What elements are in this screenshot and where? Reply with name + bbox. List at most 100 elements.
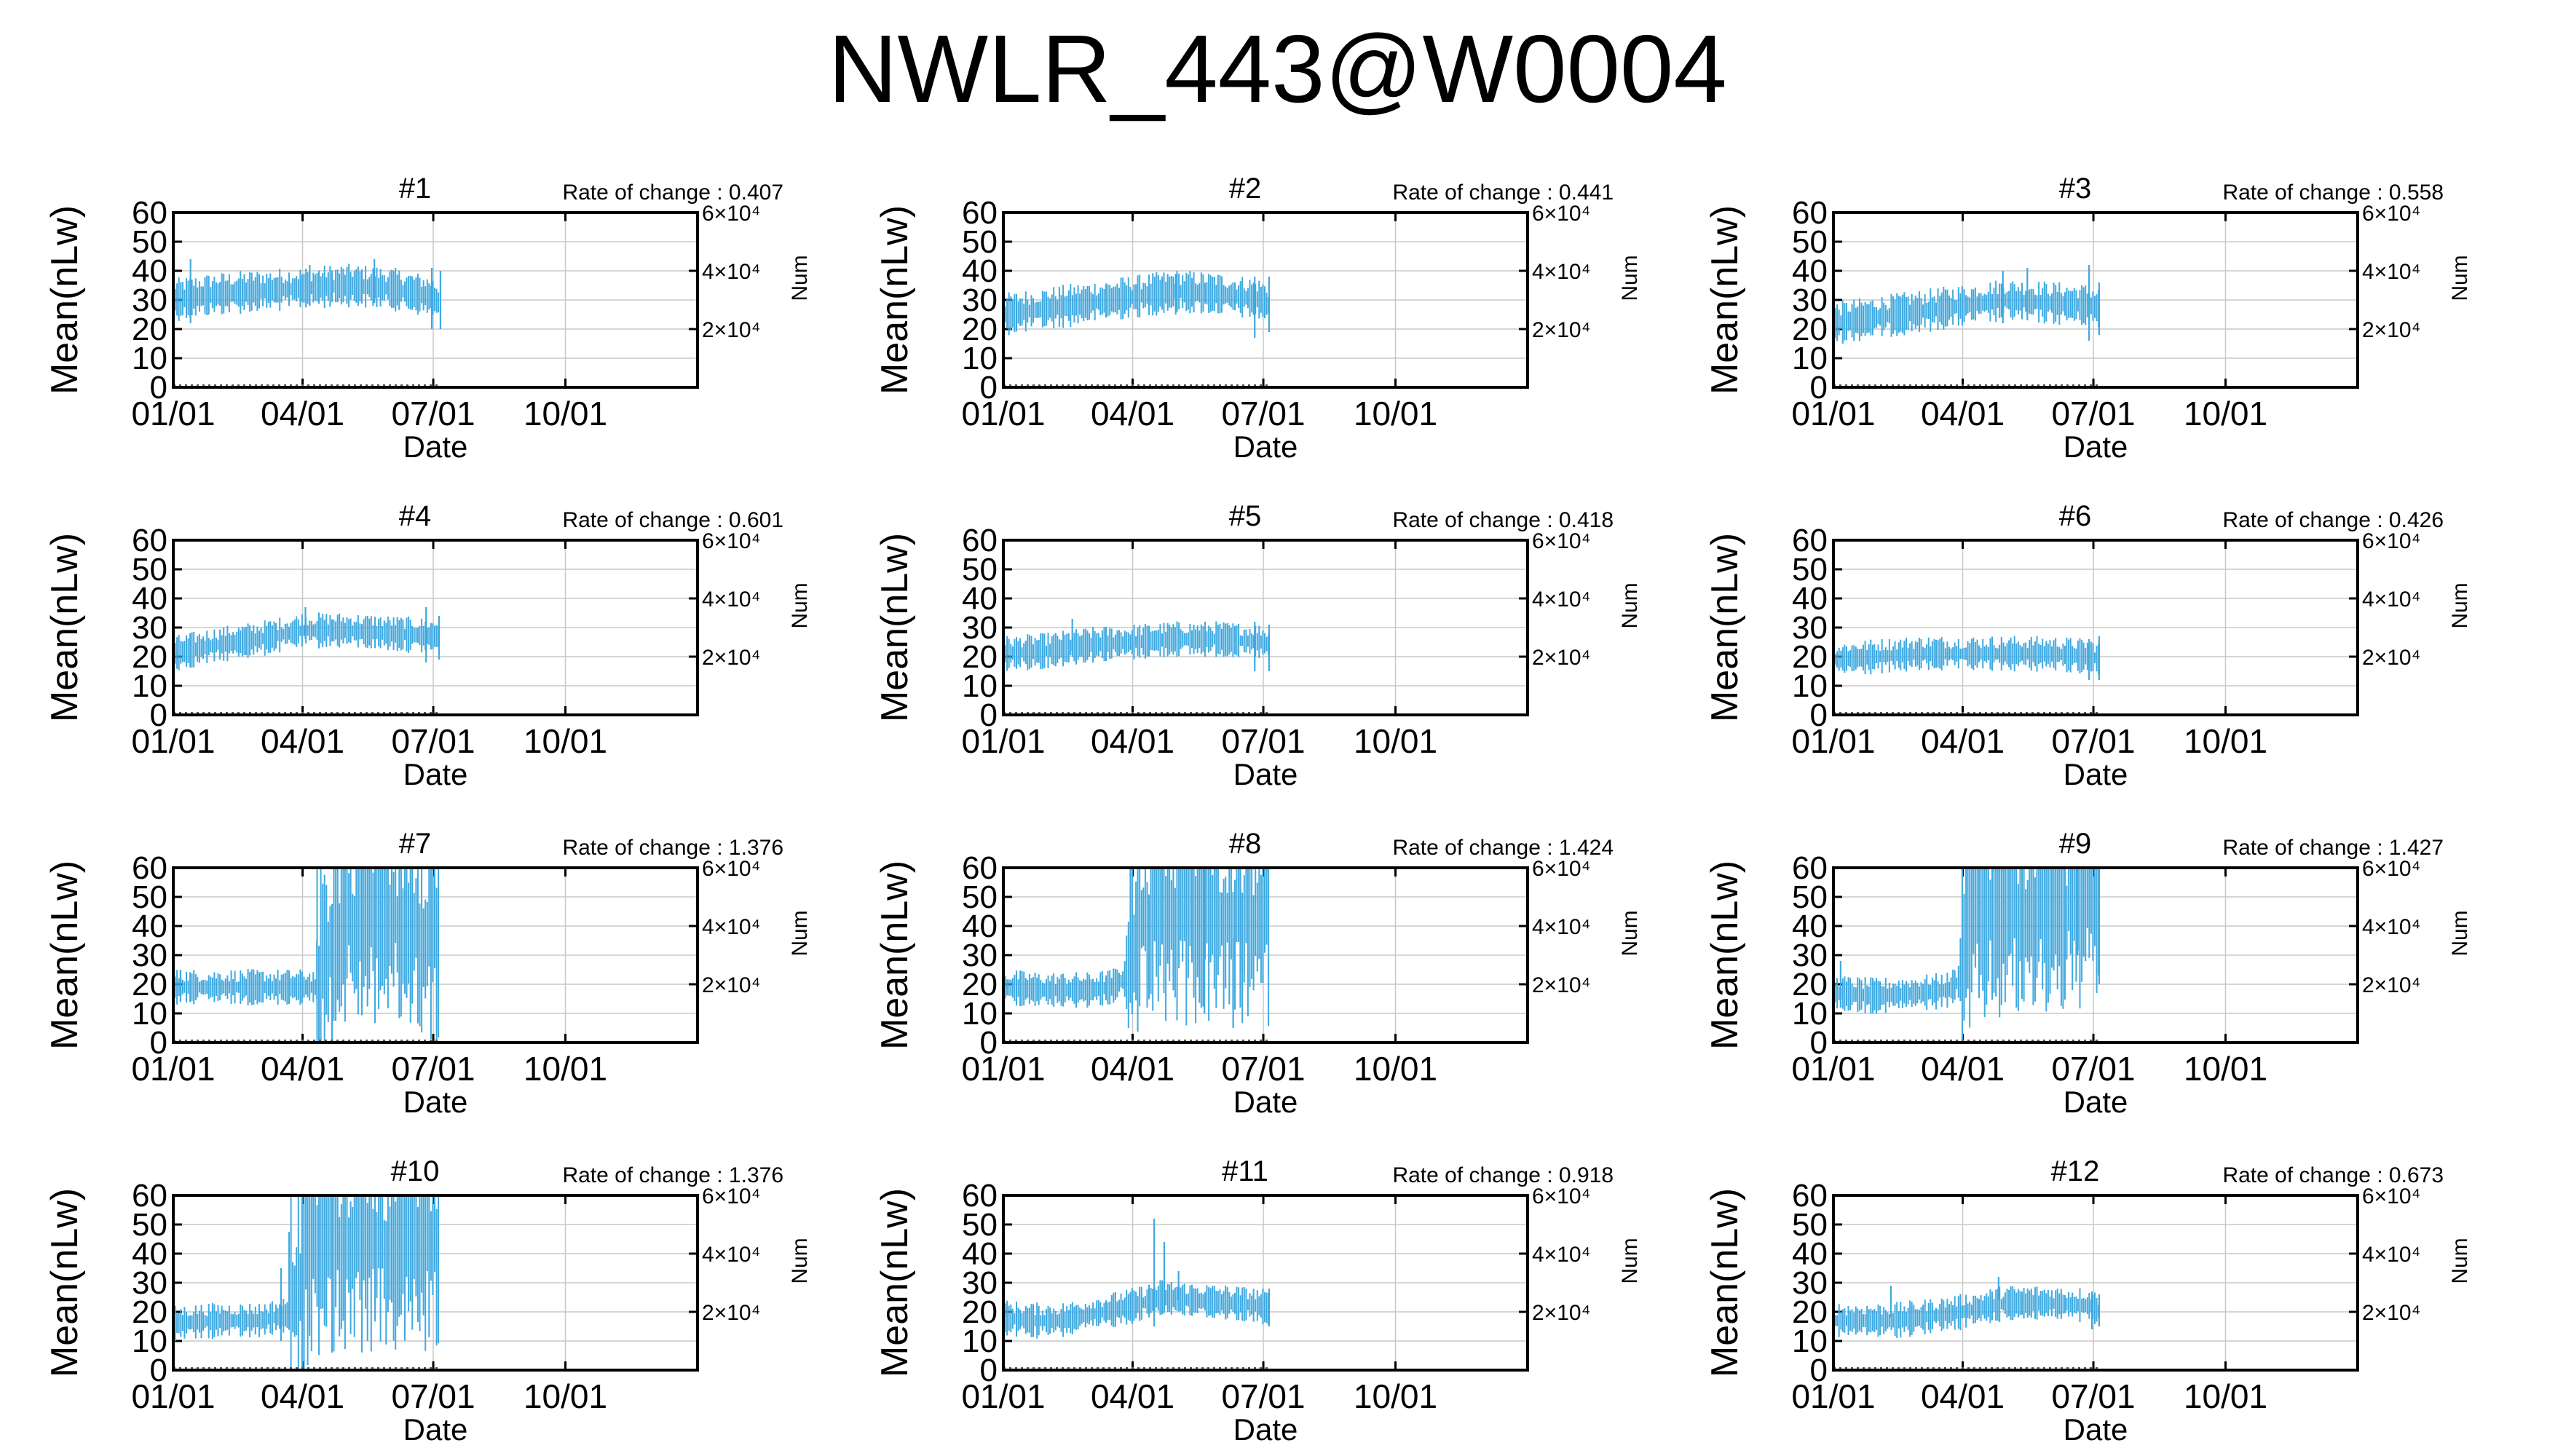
y2-axis-label: Num	[1618, 582, 1642, 628]
y2-tick-label: 2×10⁴	[1532, 973, 1590, 997]
plot-frame	[1002, 211, 1529, 389]
y-tick-label: 50	[1792, 224, 1828, 260]
y2-axis-label: Num	[788, 582, 812, 628]
y2-tick-label: 2×10⁴	[702, 318, 760, 342]
panel-label: #11	[1222, 1155, 1268, 1187]
x-tick-label: 07/01	[1221, 1050, 1305, 1088]
y-tick-label: 20	[962, 1294, 998, 1330]
x-tick-label: 04/01	[1921, 1050, 2005, 1088]
y-tick-label: 40	[132, 909, 167, 944]
y-axis-label: Mean(nLw)	[874, 1188, 916, 1377]
x-tick-label: 04/01	[1091, 722, 1174, 760]
y-tick-label: 0	[1810, 370, 1828, 405]
y-axis-label: Mean(nLw)	[1704, 860, 1746, 1050]
y-tick-label: 30	[962, 1265, 998, 1301]
y-tick-label: 30	[1792, 1265, 1828, 1301]
y-tick-label: 20	[132, 1294, 167, 1330]
y2-tick-label: 6×10⁴	[2362, 1184, 2420, 1208]
x-axis-label: Date	[2064, 757, 2128, 791]
x-axis-label: Date	[2064, 430, 2128, 464]
plot-frame	[1002, 1194, 1529, 1372]
y-tick-label: 60	[1792, 195, 1828, 231]
y-axis-label: Mean(nLw)	[44, 860, 86, 1050]
y-tick-label: 0	[980, 370, 998, 405]
y-tick-label: 60	[962, 850, 998, 886]
y2-axis-label: Num	[788, 1238, 812, 1283]
y-tick-label: 10	[1792, 668, 1828, 704]
panel-label: #2	[1229, 173, 1262, 205]
plot-frame	[172, 539, 699, 716]
y-axis-label: Mean(nLw)	[874, 860, 916, 1050]
x-tick-label: 01/01	[961, 1377, 1045, 1415]
y-tick-label: 10	[1792, 341, 1828, 376]
rate-of-change: Rate of change : 1.376	[562, 1163, 783, 1187]
y2-tick-label: 2×10⁴	[2362, 318, 2420, 342]
y-tick-label: 50	[962, 224, 998, 260]
x-tick-label: 01/01	[1791, 1050, 1875, 1088]
x-axis-label: Date	[1233, 430, 1298, 464]
y-tick-label: 50	[962, 1207, 998, 1243]
y-tick-label: 30	[962, 610, 998, 646]
y-tick-label: 60	[1792, 1178, 1828, 1214]
y-tick-label: 50	[1792, 879, 1828, 915]
x-tick-label: 10/01	[524, 1377, 607, 1415]
y-tick-label: 20	[1792, 1294, 1828, 1330]
series-mean-nlw	[172, 1195, 440, 1370]
y2-tick-label: 4×10⁴	[2362, 915, 2420, 939]
y2-tick-label: 2×10⁴	[702, 1301, 760, 1325]
x-tick-label: 10/01	[2184, 395, 2267, 432]
y-tick-label: 50	[1792, 1207, 1828, 1243]
y2-tick-label: 4×10⁴	[1532, 1243, 1590, 1267]
y2-tick-label: 6×10⁴	[1532, 857, 1590, 881]
y-tick-label: 30	[1792, 610, 1828, 646]
y-axis-label: Mean(nLw)	[1704, 1188, 1746, 1377]
y2-axis-label: Num	[1618, 1238, 1642, 1283]
x-tick-label: 04/01	[261, 722, 344, 760]
x-tick-label: 04/01	[261, 395, 344, 432]
y-axis-label: Mean(nLw)	[874, 205, 916, 395]
plot-frame	[172, 211, 699, 389]
y2-tick-label: 2×10⁴	[2362, 646, 2420, 670]
plot-frame	[172, 1194, 699, 1372]
y2-tick-label: 6×10⁴	[702, 1184, 760, 1208]
x-tick-label: 04/01	[1091, 1050, 1174, 1088]
x-tick-label: 01/01	[961, 1050, 1045, 1088]
x-tick-label: 07/01	[391, 395, 475, 432]
x-tick-label: 04/01	[1921, 722, 2005, 760]
plot-frame	[1832, 211, 2359, 389]
panel-label: #9	[2059, 828, 2092, 860]
y-axis-label: Mean(nLw)	[1704, 205, 1746, 395]
y-tick-label: 20	[1792, 967, 1828, 1002]
x-tick-label: 07/01	[2051, 722, 2135, 760]
y-tick-label: 30	[962, 282, 998, 318]
series-mean-nlw	[172, 259, 442, 329]
y-tick-label: 10	[962, 996, 998, 1032]
x-axis-label: Date	[2064, 1085, 2128, 1119]
y2-tick-label: 6×10⁴	[702, 529, 760, 553]
y-tick-label: 0	[150, 370, 167, 405]
y-tick-label: 50	[132, 1207, 167, 1243]
x-axis-label: Date	[403, 1412, 468, 1447]
y2-axis-label: Num	[2448, 1238, 2472, 1283]
x-tick-label: 10/01	[2184, 1377, 2267, 1415]
y-tick-label: 20	[962, 639, 998, 675]
y-axis-label: Mean(nLw)	[44, 1188, 86, 1377]
x-tick-label: 10/01	[524, 395, 607, 432]
y-tick-label: 10	[132, 341, 167, 376]
x-axis-label: Date	[1233, 1412, 1298, 1447]
y-tick-label: 20	[132, 312, 167, 347]
panel-label: #7	[399, 828, 432, 860]
y2-tick-label: 4×10⁴	[702, 1243, 760, 1267]
x-tick-label: 10/01	[1354, 1050, 1437, 1088]
rate-of-change: Rate of change : 0.558	[2222, 181, 2444, 205]
y-tick-label: 40	[1792, 253, 1828, 289]
y2-tick-label: 6×10⁴	[1532, 1184, 1590, 1208]
y-tick-label: 30	[1792, 282, 1828, 318]
x-axis-label: Date	[403, 757, 468, 791]
plot-frame	[1832, 539, 2359, 716]
